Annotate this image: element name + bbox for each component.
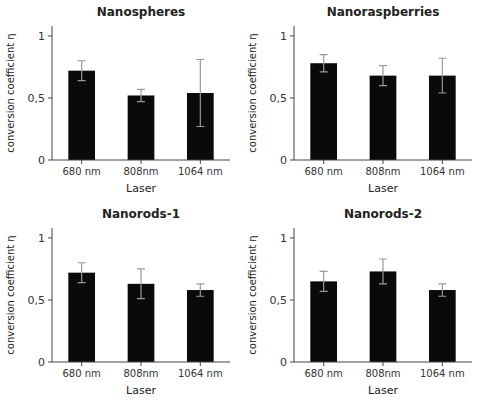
x-tick bbox=[442, 160, 443, 164]
bar bbox=[310, 281, 337, 362]
y-tick bbox=[290, 237, 294, 238]
y-tick bbox=[48, 97, 52, 98]
x-axis-label: Laser bbox=[368, 384, 398, 397]
error-bar bbox=[438, 58, 446, 93]
bar bbox=[68, 273, 95, 362]
title: Nanospheres bbox=[97, 5, 186, 19]
y-tick-label: 1 bbox=[280, 232, 287, 245]
x-tick bbox=[81, 362, 82, 366]
y-axis-line bbox=[52, 228, 53, 362]
y-tick-label: 0 bbox=[38, 154, 45, 167]
y-axis-line bbox=[52, 26, 53, 160]
y-tick bbox=[48, 35, 52, 36]
y-axis-label: conversion coefficient η bbox=[5, 235, 16, 354]
error-bar bbox=[438, 284, 446, 296]
subplot: Nanospheres 0 0,5 1 680 nm 808nm 1064 nm Laser c… bbox=[5, 5, 230, 195]
x-tick bbox=[200, 362, 201, 366]
y-axis-line bbox=[294, 228, 295, 362]
bar bbox=[370, 271, 397, 362]
y-tick-label: 1 bbox=[38, 232, 45, 245]
y-tick-label: 0 bbox=[280, 154, 287, 167]
y-tick bbox=[290, 362, 294, 363]
x-tick bbox=[383, 160, 384, 164]
y-tick-label: 0,5 bbox=[28, 294, 46, 307]
bar bbox=[429, 290, 456, 362]
x-tick bbox=[141, 160, 142, 164]
bar bbox=[68, 71, 95, 160]
x-tick-label: 808nm bbox=[123, 166, 158, 177]
chart-svg: Nanospheres 0 0,5 1 680 nm 808nm 1064 nm Laser c… bbox=[0, 0, 484, 404]
y-tick bbox=[290, 35, 294, 36]
plot-area bbox=[310, 259, 455, 362]
chart-container: Nanospheres 0 0,5 1 680 nm 808nm 1064 nm Laser c… bbox=[0, 0, 484, 404]
error-bar bbox=[137, 269, 145, 299]
y-axis-label: conversion coefficient η bbox=[247, 33, 258, 152]
y-tick bbox=[48, 299, 52, 300]
title: Nanorods-2 bbox=[344, 207, 422, 221]
y-tick-label: 0 bbox=[280, 356, 287, 369]
x-tick bbox=[383, 362, 384, 366]
y-tick bbox=[290, 299, 294, 300]
y-tick-label: 0 bbox=[38, 356, 45, 369]
x-tick-label: 808nm bbox=[365, 166, 400, 177]
x-tick bbox=[200, 160, 201, 164]
error-bar bbox=[137, 89, 145, 101]
subplot: Nanorods-2 0 0,5 1 680 nm 808nm 1064 nm Laser co… bbox=[247, 207, 472, 397]
plot-area bbox=[68, 263, 213, 362]
x-axis-label: Laser bbox=[126, 182, 156, 195]
y-axis-label: conversion coefficient η bbox=[5, 33, 16, 152]
y-tick-label: 0,5 bbox=[270, 92, 288, 105]
plot-area bbox=[68, 60, 213, 161]
x-tick bbox=[81, 160, 82, 164]
title: Nanorods-1 bbox=[102, 207, 180, 221]
bar bbox=[128, 95, 155, 160]
x-tick-label: 680 nm bbox=[62, 368, 100, 379]
x-tick-label: 680 nm bbox=[62, 166, 100, 177]
y-tick-label: 0,5 bbox=[270, 294, 288, 307]
error-bar bbox=[78, 61, 86, 81]
x-tick-label: 1064 nm bbox=[420, 166, 465, 177]
error-bar bbox=[379, 259, 387, 284]
y-axis-label: conversion coefficient η bbox=[247, 235, 258, 354]
x-axis-label: Laser bbox=[368, 182, 398, 195]
x-tick-label: 1064 nm bbox=[420, 368, 465, 379]
x-tick bbox=[442, 362, 443, 366]
y-tick bbox=[290, 160, 294, 161]
x-tick-label: 680 nm bbox=[304, 166, 342, 177]
y-tick bbox=[48, 362, 52, 363]
error-bar bbox=[196, 284, 204, 296]
x-tick bbox=[141, 362, 142, 366]
x-tick-label: 808nm bbox=[123, 368, 158, 379]
bar bbox=[370, 76, 397, 160]
error-bar bbox=[320, 55, 328, 72]
plot-area bbox=[310, 55, 455, 160]
error-bar bbox=[196, 60, 204, 127]
x-tick-label: 680 nm bbox=[304, 368, 342, 379]
y-tick bbox=[48, 237, 52, 238]
y-axis-line bbox=[294, 26, 295, 160]
x-tick-label: 808nm bbox=[365, 368, 400, 379]
y-tick bbox=[48, 160, 52, 161]
x-tick bbox=[323, 160, 324, 164]
subplot: Nanorods-1 0 0,5 1 680 nm 808nm 1064 nm Laser co… bbox=[5, 207, 230, 397]
y-tick-label: 1 bbox=[38, 30, 45, 43]
error-bar bbox=[379, 66, 387, 86]
x-tick-label: 1064 nm bbox=[178, 166, 223, 177]
x-axis-label: Laser bbox=[126, 384, 156, 397]
y-tick-label: 1 bbox=[280, 30, 287, 43]
bar bbox=[310, 63, 337, 160]
error-bar bbox=[78, 263, 86, 283]
y-tick bbox=[290, 97, 294, 98]
y-tick-label: 0,5 bbox=[28, 92, 46, 105]
bar bbox=[187, 290, 214, 362]
subplot: Nanoraspberries 0 0,5 1 680 nm 808nm 1064 nm La… bbox=[247, 5, 472, 195]
x-tick bbox=[323, 362, 324, 366]
x-tick-label: 1064 nm bbox=[178, 368, 223, 379]
title: Nanoraspberries bbox=[327, 5, 440, 19]
error-bar bbox=[320, 271, 328, 291]
